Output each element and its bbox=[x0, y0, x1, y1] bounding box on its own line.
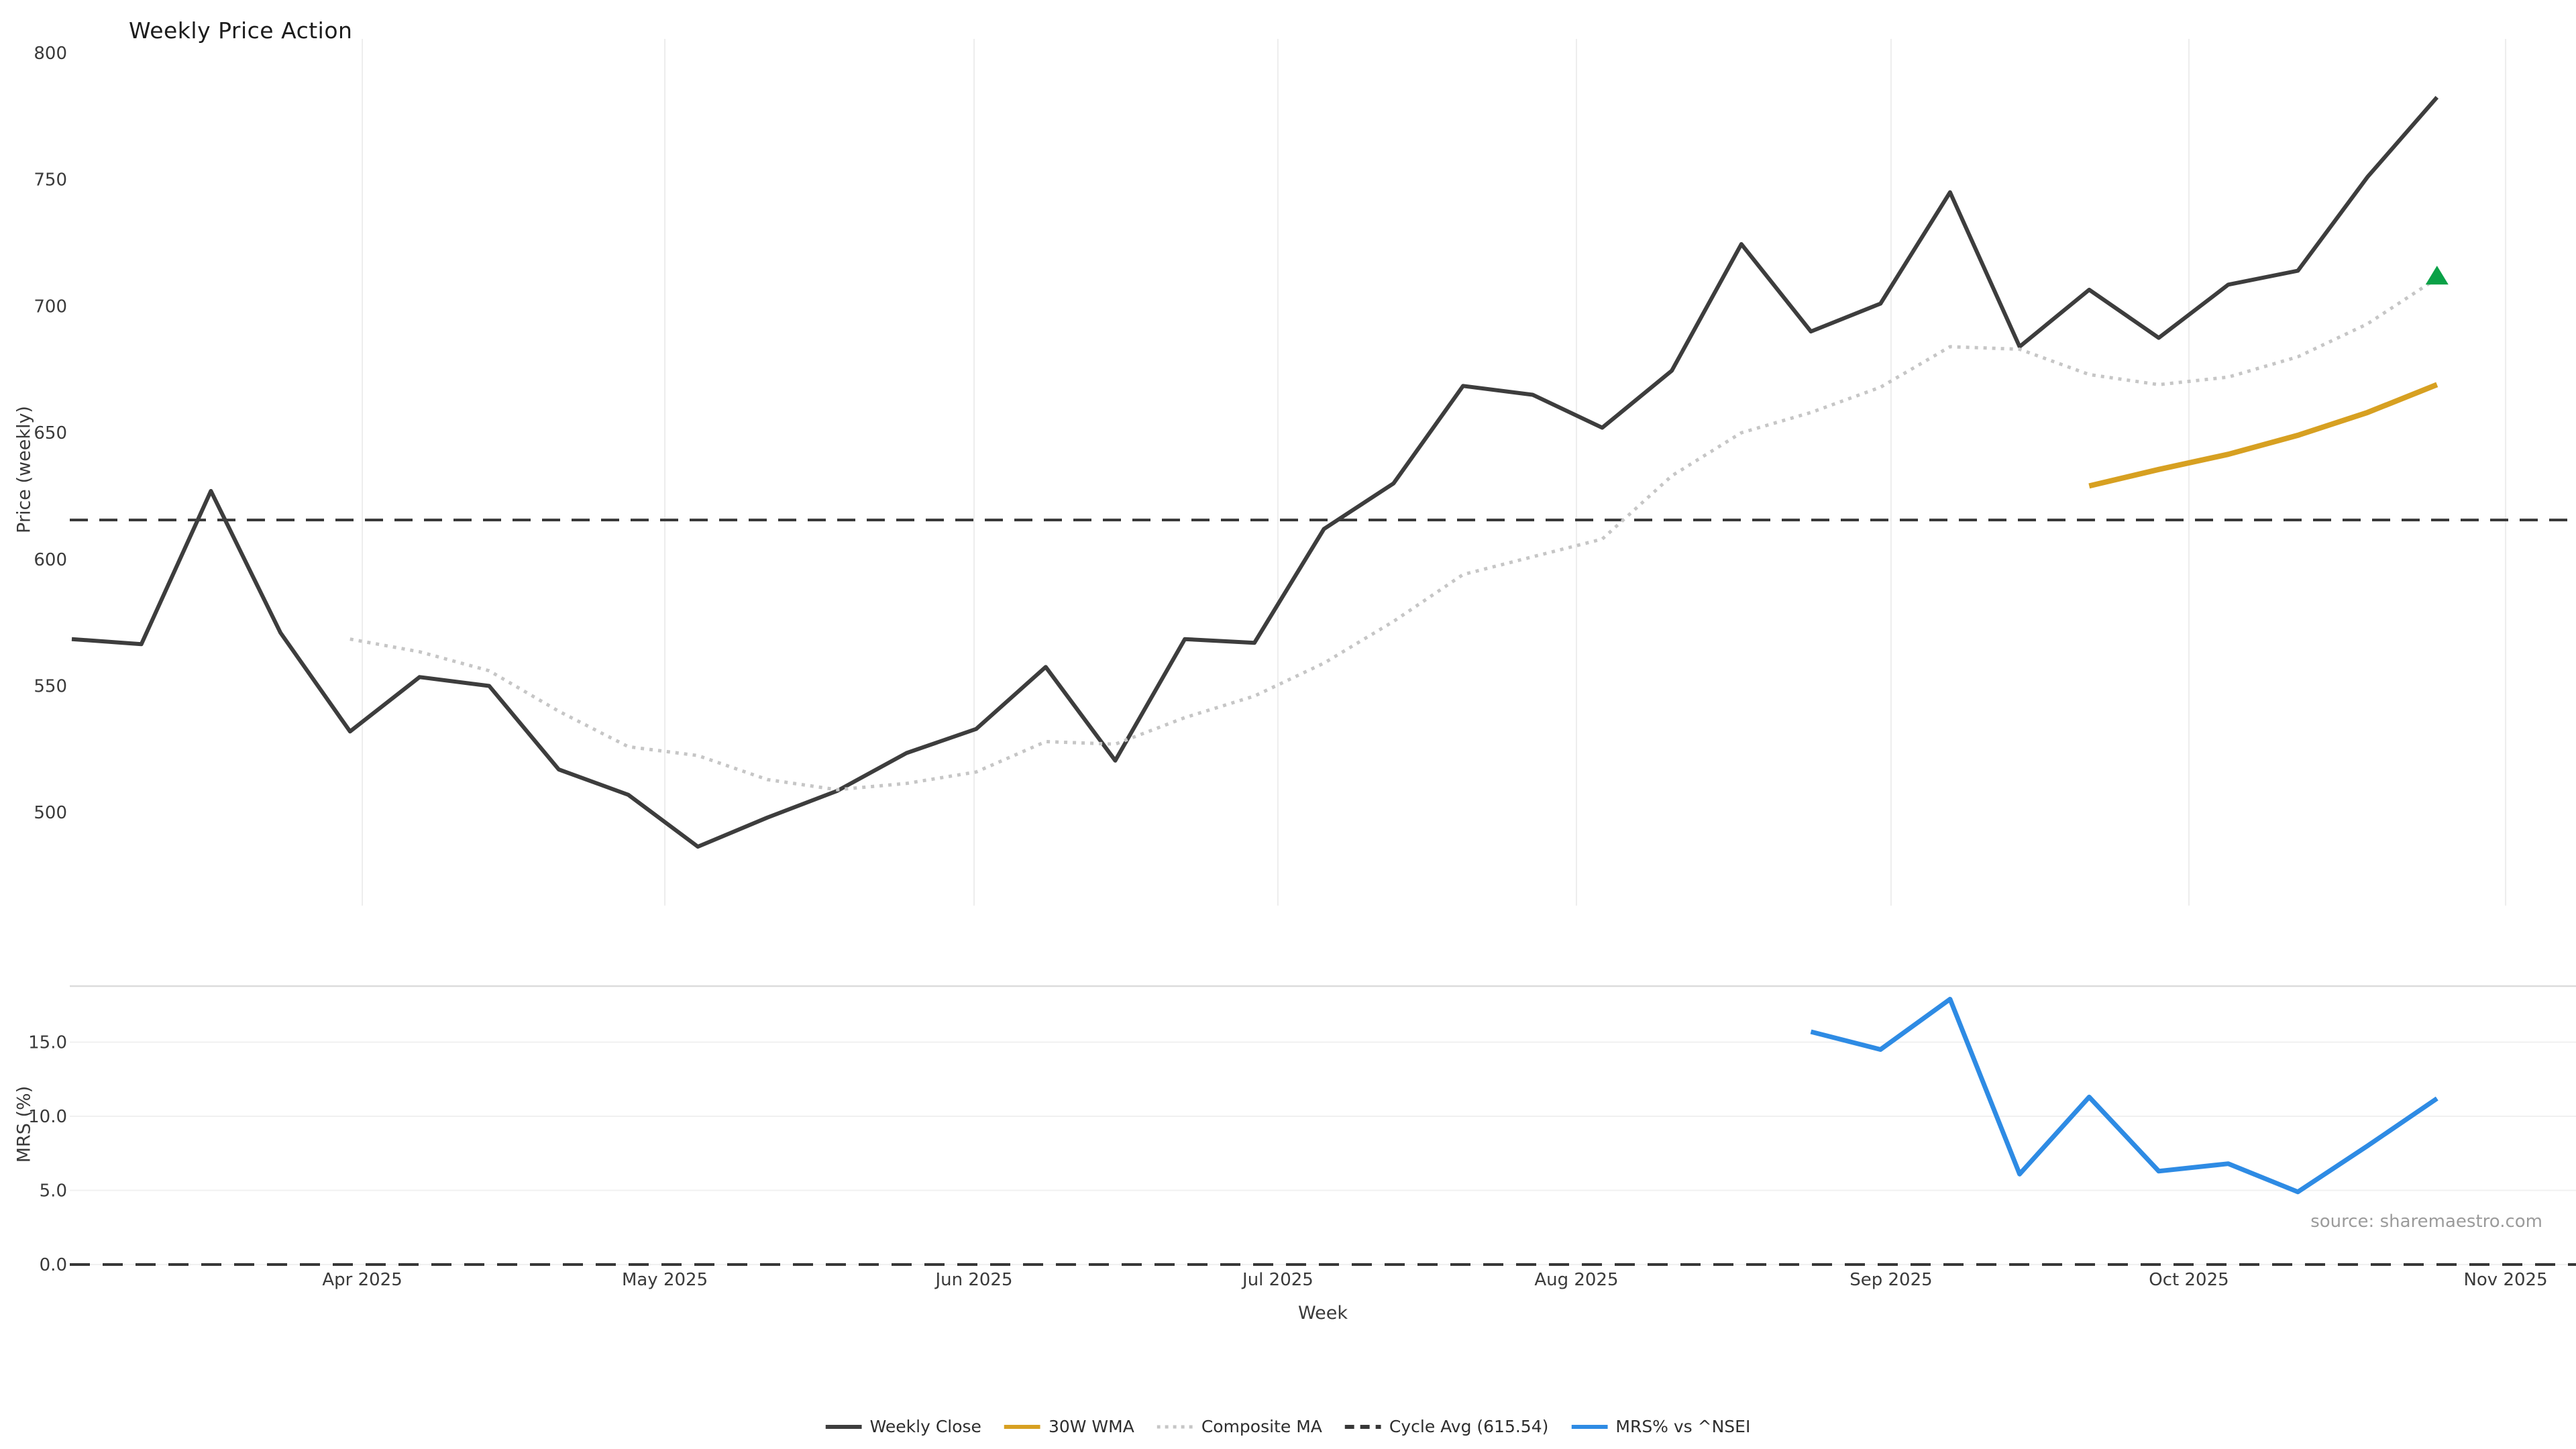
legend-line-sample bbox=[1344, 1424, 1381, 1429]
mrs-ytick-label: 15.0 bbox=[28, 1033, 67, 1053]
legend-label: Weekly Close bbox=[869, 1417, 981, 1436]
price-ytick-label: 700 bbox=[34, 297, 67, 317]
source-note: source: sharemaestro.com bbox=[2310, 1212, 2542, 1232]
x-tick-label: Nov 2025 bbox=[2463, 1270, 2547, 1290]
x-tick-label: Apr 2025 bbox=[322, 1270, 402, 1290]
price-ytick-label: 650 bbox=[34, 423, 67, 443]
legend-item: Composite MA bbox=[1157, 1417, 1322, 1436]
x-tick-label: Jun 2025 bbox=[934, 1270, 1012, 1290]
price-ytick-label: 600 bbox=[34, 550, 67, 570]
legend-line-sample bbox=[825, 1424, 862, 1429]
composite-ma-up-triangle bbox=[2425, 266, 2449, 285]
legend-line-sample bbox=[1004, 1424, 1040, 1429]
mrs-ytick-label: 0.0 bbox=[40, 1255, 67, 1275]
x-tick-label: Sep 2025 bbox=[1849, 1270, 1932, 1290]
price-ytick-label: 500 bbox=[34, 803, 67, 823]
week-axis-label: Week bbox=[1298, 1303, 1348, 1324]
x-tick-label: Jul 2025 bbox=[1241, 1270, 1313, 1290]
price-ytick-label: 750 bbox=[34, 170, 67, 191]
legend-item: 30W WMA bbox=[1004, 1417, 1134, 1436]
legend-line-sample bbox=[1157, 1425, 1193, 1428]
legend-item: Weekly Close bbox=[825, 1417, 981, 1436]
legend-item: MRS% vs ^NSEI bbox=[1571, 1417, 1750, 1436]
legend-label: 30W WMA bbox=[1048, 1417, 1134, 1436]
price-ytick-label: 800 bbox=[34, 44, 67, 64]
legend-label: MRS% vs ^NSEI bbox=[1615, 1417, 1751, 1436]
series-mrs-vs-nsei bbox=[1810, 996, 2438, 1195]
x-tick-label: Oct 2025 bbox=[2149, 1270, 2229, 1290]
mrs-ytick-label: 5.0 bbox=[40, 1181, 67, 1201]
legend-item: Cycle Avg (615.54) bbox=[1344, 1417, 1549, 1436]
price-ytick-label: 550 bbox=[34, 677, 67, 697]
mrs-ytick-label: 10.0 bbox=[28, 1107, 67, 1127]
x-tick-label: May 2025 bbox=[622, 1270, 708, 1290]
series-30w-wma bbox=[2088, 382, 2438, 489]
legend-label: Composite MA bbox=[1201, 1417, 1322, 1436]
x-tick-label: Aug 2025 bbox=[1534, 1270, 1618, 1290]
chart-title: Weekly Price Action bbox=[129, 17, 353, 44]
chart-legend: Weekly Close 30W WMA Composite MA Cycle Avg… bbox=[825, 1417, 1750, 1436]
legend-line-sample bbox=[1571, 1424, 1608, 1429]
series-composite-ma bbox=[350, 276, 2438, 792]
series-weekly-close bbox=[71, 96, 2439, 849]
legend-label: Cycle Avg (615.54) bbox=[1389, 1417, 1549, 1436]
